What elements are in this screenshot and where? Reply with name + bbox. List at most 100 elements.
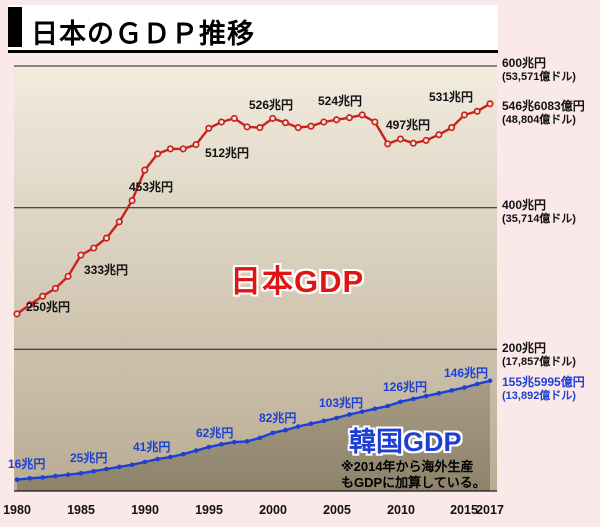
japan-final-sub: (48,804億ドル) [502, 113, 576, 126]
korea-data-point [117, 464, 122, 470]
japan-data-point [307, 122, 315, 130]
page-title: 日本のＧＤＰ推移 [31, 19, 255, 49]
korea-final-main: 155兆5995億円 [502, 375, 585, 389]
korea-point-label: 41兆円 [133, 440, 171, 454]
korea-data-point [334, 415, 339, 421]
japan-point-label: 512兆円 [205, 146, 250, 160]
japan-data-point [396, 135, 405, 143]
korea-data-point [321, 418, 327, 424]
x-tick-2017: 2017 [476, 503, 504, 517]
korea-data-point [180, 451, 186, 457]
footnote-line2: もGDPに加算している。 [341, 475, 486, 490]
korea-data-point [244, 439, 250, 444]
korea-data-point [193, 448, 199, 453]
korea-series-label: 韓国GDP [349, 427, 462, 457]
korea-data-point [142, 459, 148, 465]
japan-point-label: 250兆円 [26, 300, 71, 314]
japan-point-label: 526兆円 [249, 98, 294, 112]
japan-final-main: 546兆6083億円 [502, 99, 585, 113]
korea-data-point [449, 388, 454, 393]
japan-data-point [141, 166, 149, 174]
x-tick-1985: 1985 [67, 503, 95, 517]
korea-point-label: 62兆円 [196, 426, 234, 440]
korea-data-point [295, 424, 301, 429]
korea-final-sub: (13,892億ドル) [502, 389, 576, 402]
japan-point-label: 333兆円 [84, 263, 129, 277]
japan-point-label: 524兆円 [318, 94, 363, 108]
japan-data-point [371, 118, 379, 126]
japan-data-point [192, 141, 200, 149]
korea-data-point [423, 393, 429, 399]
x-tick-1995: 1995 [195, 503, 223, 517]
japan-data-point [256, 124, 264, 132]
korea-data-point [359, 409, 365, 415]
japan-data-point [217, 118, 226, 126]
korea-point-label: 25兆円 [70, 451, 108, 465]
japan-data-point [102, 234, 111, 242]
korea-data-point [14, 477, 20, 483]
korea-data-point [347, 412, 352, 417]
japan-final-value-label: 546兆6083億円 (48,804億ドル) [502, 99, 585, 126]
korea-data-point [232, 439, 237, 445]
japan-data-point [166, 145, 174, 153]
y-axis-label-600: 600兆円 (53,571億ドル) [502, 56, 576, 83]
korea-data-point [385, 403, 391, 409]
x-tick-2010: 2010 [387, 503, 415, 517]
japan-data-point [64, 272, 72, 280]
korea-data-point [372, 406, 378, 412]
japan-data-point [26, 301, 34, 309]
y-axis-label-400: 400兆円 (35,714億ドル) [502, 198, 576, 225]
y-tick-main: 200兆円 [502, 341, 547, 355]
korea-data-point [206, 444, 212, 450]
korea-final-value-label: 155兆5995億円 (13,892億ドル) [502, 375, 585, 402]
korea-data-point [436, 391, 442, 396]
japan-point-label: 453兆円 [129, 180, 174, 194]
japan-data-point [486, 100, 494, 108]
korea-point-label: 103兆円 [319, 396, 364, 410]
korea-data-point [462, 385, 467, 390]
x-tick-2005: 2005 [323, 503, 351, 517]
korea-point-label: 126兆円 [383, 380, 428, 394]
japan-data-point [230, 114, 238, 122]
korea-point-label: 146兆円 [444, 366, 489, 380]
korea-area-fill [17, 380, 490, 491]
japan-data-point [320, 118, 328, 126]
japan-data-point [422, 136, 430, 144]
korea-data-point [398, 399, 403, 405]
korea-data-point [129, 462, 135, 468]
japan-data-point [77, 251, 85, 259]
japan-data-point [243, 123, 251, 131]
japan-data-point [384, 140, 392, 148]
title-underline [8, 50, 498, 53]
japan-data-point [448, 124, 456, 132]
korea-data-point [168, 454, 173, 460]
japan-data-point [90, 244, 98, 252]
y-axis-label-200: 200兆円 (17,857億ドル) [502, 341, 576, 368]
korea-data-point [474, 381, 480, 387]
japan-data-point [154, 150, 162, 158]
y-tick-sub: (17,857億ドル) [502, 355, 576, 368]
korea-data-point [27, 476, 33, 481]
japan-data-point [333, 116, 341, 124]
korea-data-point [219, 442, 224, 447]
x-tick-2000: 2000 [259, 503, 287, 517]
japan-data-point [358, 111, 366, 119]
japan-data-point [281, 119, 290, 127]
korea-data-point [283, 427, 288, 433]
x-tick-1990: 1990 [131, 503, 159, 517]
japan-point-label: 497兆円 [386, 118, 431, 132]
japan-data-point [345, 114, 353, 122]
japan-data-point [460, 111, 468, 119]
y-tick-sub: (53,571億ドル) [502, 70, 576, 83]
japan-series-label: 日本GDP [230, 264, 365, 299]
korea-data-point [270, 430, 276, 436]
japan-data-point [13, 310, 21, 318]
title-background [8, 5, 498, 50]
japan-data-point [409, 139, 417, 147]
japan-data-point [205, 124, 213, 132]
korea-data-point [53, 473, 58, 479]
y-tick-sub: (35,714億ドル) [502, 212, 576, 225]
title-marker-square [8, 7, 22, 47]
